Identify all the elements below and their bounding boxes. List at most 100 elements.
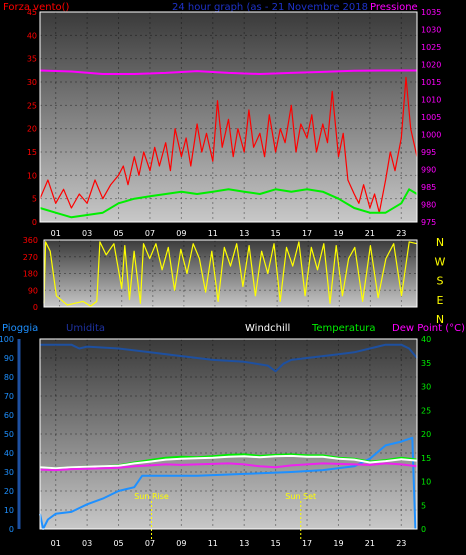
x-tick-label: 21 [365, 229, 375, 238]
direction-label: S [437, 275, 444, 288]
y-right-tick-label: 1010 [421, 96, 441, 105]
series-rain [39, 436, 417, 530]
x-tick-label: 03 [82, 229, 92, 238]
x-tick-label: 13 [239, 539, 249, 548]
y-right-tick-label: 975 [421, 218, 436, 227]
legend-windchill: Windchill [245, 323, 290, 334]
x-tick-label: 07 [145, 229, 155, 238]
sun-event-label: Sun Set [285, 492, 316, 501]
y-left-tick-label: 100 [0, 335, 14, 344]
series-gust [39, 76, 418, 214]
y-left-tick-label: 270 [23, 253, 38, 262]
y-left-tick-label: 15 [27, 148, 37, 157]
y-right-tick-label: 1020 [421, 61, 441, 70]
series-windchill [39, 454, 418, 470]
x-tick-label: 09 [176, 539, 186, 548]
x-tick-label: 01 [51, 229, 61, 238]
y-left-tick-label: 40 [27, 31, 37, 40]
y-left-tick-label: 45 [27, 8, 37, 17]
x-tick-label: 07 [145, 539, 155, 548]
y-left-tick-label: 80 [4, 373, 14, 382]
y-left-tick-label: 20 [27, 125, 37, 134]
y-right-tick-label: 1005 [421, 113, 441, 122]
legend-humidity: Umidita [66, 323, 105, 334]
y-left-tick-label: 90 [4, 354, 14, 363]
y-left-tick-label: 20 [4, 487, 14, 496]
x-tick-label: 01 [51, 539, 61, 548]
legend-dewpoint: Dew Point (°C) [392, 323, 465, 334]
y-right-tick-label: 30 [421, 383, 431, 392]
y-right-tick-label: 985 [421, 183, 436, 192]
y-left-tick-label: 10 [4, 506, 14, 515]
direction-label: W [435, 255, 446, 268]
direction-label: N [436, 313, 444, 326]
x-tick-label: 11 [208, 229, 218, 238]
x-tick-label: 15 [271, 229, 281, 238]
y-right-tick-label: 40 [421, 335, 431, 344]
y-right-tick-label: 15 [421, 454, 431, 463]
y-left-tick-label: 70 [4, 392, 14, 401]
series-pressure [39, 69, 417, 75]
legend-temperature: Temperatura [311, 323, 376, 334]
wind-speed-label: Forza vento() [3, 2, 70, 13]
x-tick-label: 05 [113, 539, 123, 548]
x-tick-label: 21 [365, 539, 375, 548]
x-tick-label: 11 [208, 539, 218, 548]
y-right-tick-label: 35 [421, 359, 431, 368]
plot-frame [39, 11, 418, 223]
series-dewpoint [39, 462, 418, 472]
y-left-tick-label: 40 [4, 449, 14, 458]
y-left-tick-label: 30 [4, 468, 14, 477]
y-left-tick-label: 5 [32, 195, 37, 204]
series-wind [39, 188, 418, 219]
x-tick-label: 17 [302, 539, 312, 548]
y-right-tick-label: 980 [421, 201, 436, 210]
x-tick-label: 05 [113, 229, 123, 238]
x-tick-label: 19 [333, 539, 343, 548]
panel3-plot-area [40, 339, 417, 529]
y-left-tick-label: 35 [27, 55, 37, 64]
plot-frame [39, 338, 418, 530]
direction-label: N [436, 236, 444, 249]
x-tick-label: 23 [396, 229, 406, 238]
sun-event-label: Sun Rise [134, 492, 169, 501]
y-right-tick-label: 5 [421, 501, 426, 510]
y-right-tick-label: 10 [421, 478, 431, 487]
y-right-tick-label: 25 [421, 406, 431, 415]
series-wind_direction [43, 241, 418, 307]
x-tick-label: 23 [396, 539, 406, 548]
y-right-tick-label: 0 [421, 525, 426, 534]
y-left-tick-label: 0 [32, 218, 37, 227]
y-right-tick-label: 1025 [421, 43, 441, 52]
y-right-tick-label: 995 [421, 148, 436, 157]
y-left-tick-label: 60 [4, 411, 14, 420]
x-tick-label: 03 [82, 539, 92, 548]
y-left-tick-label: 180 [23, 270, 38, 279]
y-right-tick-label: 990 [421, 166, 436, 175]
y-left-tick-label: 0 [9, 525, 14, 534]
plot-frame [43, 239, 418, 308]
y-left-tick-label: 10 [27, 171, 37, 180]
x-tick-label: 17 [302, 229, 312, 238]
y-left-tick-label: 0 [33, 303, 38, 312]
panel1-plot-area [40, 12, 417, 222]
x-tick-label: 19 [333, 229, 343, 238]
y-left-tick-label: 360 [23, 236, 38, 245]
y-right-tick-label: 1030 [421, 26, 441, 35]
x-tick-label: 09 [176, 229, 186, 238]
series-humidity [40, 343, 418, 373]
graph-title: 24 hour graph (as - 21 Novembre 2018 [172, 2, 368, 13]
direction-label: E [437, 294, 444, 307]
x-tick-label: 15 [271, 539, 281, 548]
y-left-tick-label: 50 [4, 430, 14, 439]
y-left-tick-label: 30 [27, 78, 37, 87]
pressure-label: Pressione [370, 2, 418, 13]
legend-rain: Pioggia [2, 323, 38, 334]
x-tick-label: 13 [239, 229, 249, 238]
y-left-tick-label: 25 [27, 101, 37, 110]
y-right-tick-label: 1000 [421, 131, 441, 140]
y-right-tick-label: 1015 [421, 78, 441, 87]
y-right-tick-label: 20 [421, 430, 431, 439]
